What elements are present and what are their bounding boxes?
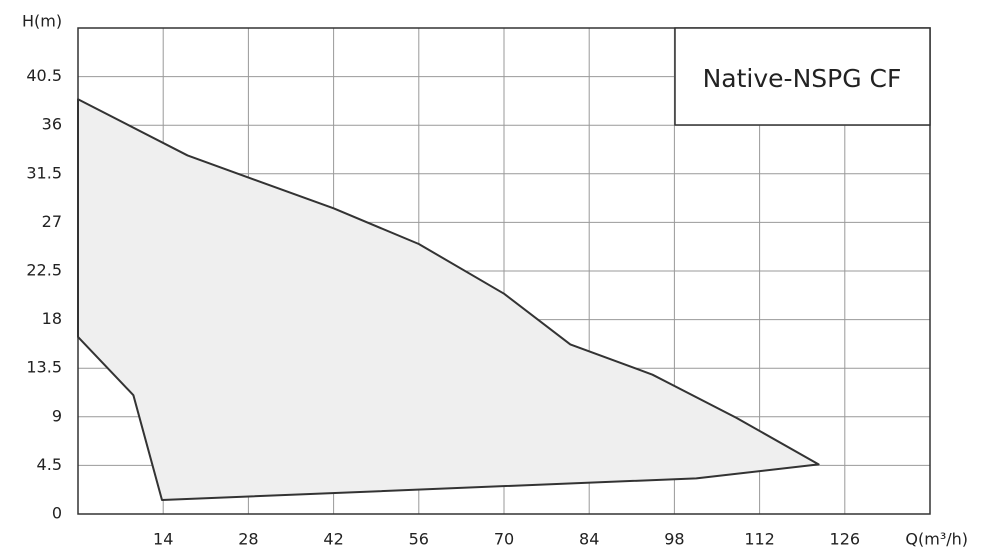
y-tick-label: 36 — [42, 115, 62, 134]
x-tick-label: 14 — [153, 530, 173, 549]
x-tick-label: 126 — [830, 530, 861, 549]
y-tick-label: 0 — [52, 504, 62, 523]
legend-box — [674, 27, 931, 126]
x-tick-label: 98 — [664, 530, 684, 549]
x-tick-label: 84 — [579, 530, 599, 549]
x-tick-label: 70 — [494, 530, 514, 549]
area — [77, 98, 820, 501]
y-tick-label: 27 — [42, 212, 62, 231]
legend-label: Native-NSPG CF — [703, 64, 902, 93]
y-axis-label: H(m) — [22, 12, 62, 31]
plot-frame — [77, 27, 931, 515]
y-tick-label: 31.5 — [26, 163, 62, 182]
y-tick-label: 40.5 — [26, 66, 62, 85]
y-tick-label: 18 — [42, 309, 62, 328]
y-tick-label: 22.5 — [26, 261, 62, 280]
x-tick-label: 112 — [744, 530, 775, 549]
y-tick-label: 4.5 — [37, 455, 62, 474]
x-axis-label: Q(m³/h) — [905, 530, 968, 549]
x-tick-label: 28 — [238, 530, 258, 549]
y-tick-label: 13.5 — [26, 358, 62, 377]
x-tick-label: 56 — [409, 530, 429, 549]
y-tick-label: 9 — [52, 406, 62, 425]
x-tick-label: 42 — [323, 530, 343, 549]
